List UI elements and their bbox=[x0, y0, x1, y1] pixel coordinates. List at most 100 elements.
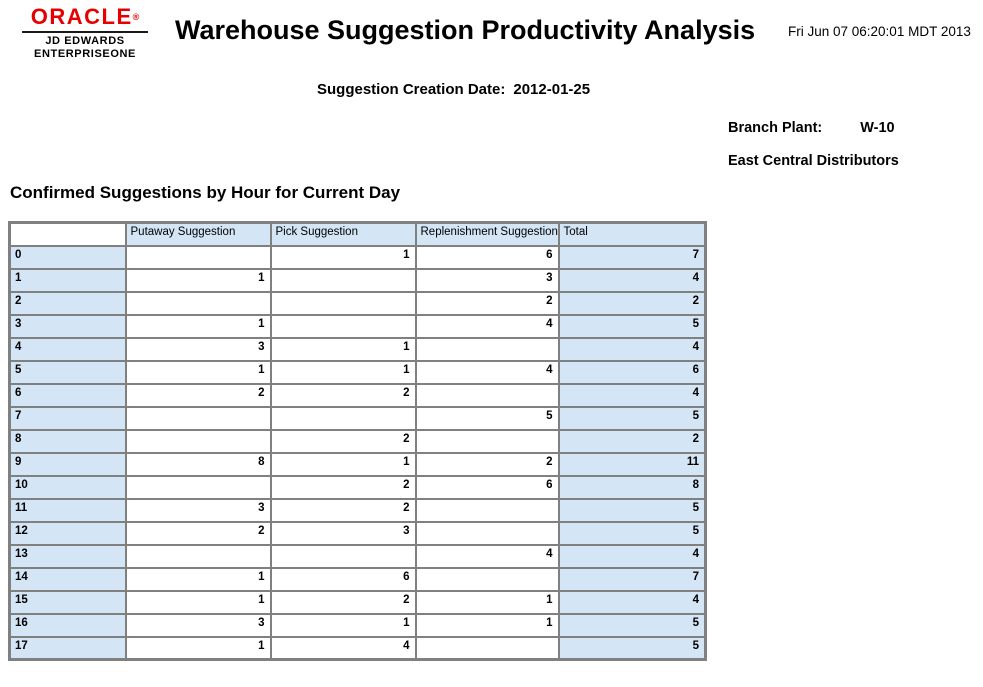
pick-cell: 6 bbox=[269, 566, 417, 592]
replenishment-cell: 2 bbox=[414, 451, 560, 477]
header-putaway-suggestion: Putaway Suggestion bbox=[124, 221, 272, 247]
pick-cell: 1 bbox=[269, 612, 417, 638]
replenishment-cell: 1 bbox=[414, 612, 560, 638]
pick-cell: 1 bbox=[269, 336, 417, 362]
total-cell: 5 bbox=[557, 635, 707, 661]
total-cell: 4 bbox=[557, 589, 707, 615]
putaway-cell bbox=[124, 290, 272, 316]
pick-cell: 1 bbox=[269, 244, 417, 270]
pick-cell: 2 bbox=[269, 474, 417, 500]
replenishment-cell: 2 bbox=[414, 290, 560, 316]
replenishment-cell bbox=[414, 566, 560, 592]
replenishment-cell: 3 bbox=[414, 267, 560, 293]
replenishment-cell: 4 bbox=[414, 359, 560, 385]
section-title: Confirmed Suggestions by Hour for Curren… bbox=[10, 183, 401, 202]
total-cell: 7 bbox=[557, 244, 707, 270]
replenishment-cell bbox=[414, 336, 560, 362]
pick-cell: 2 bbox=[269, 589, 417, 615]
putaway-cell: 2 bbox=[124, 520, 272, 546]
hour-cell: 7 bbox=[8, 405, 127, 431]
total-cell: 5 bbox=[557, 497, 707, 523]
putaway-cell bbox=[124, 543, 272, 569]
total-cell: 4 bbox=[557, 336, 707, 362]
putaway-cell bbox=[124, 428, 272, 454]
putaway-cell: 2 bbox=[124, 382, 272, 408]
putaway-cell: 1 bbox=[124, 589, 272, 615]
hour-cell: 8 bbox=[8, 428, 127, 454]
replenishment-cell: 1 bbox=[414, 589, 560, 615]
replenishment-cell bbox=[414, 497, 560, 523]
putaway-cell: 1 bbox=[124, 359, 272, 385]
putaway-cell: 1 bbox=[124, 313, 272, 339]
putaway-cell: 3 bbox=[124, 612, 272, 638]
putaway-cell: 3 bbox=[124, 336, 272, 362]
hour-cell: 1 bbox=[8, 267, 127, 293]
table-row: 10 2 6 8 bbox=[8, 474, 707, 500]
table-row: 5 1 1 4 6 bbox=[8, 359, 707, 385]
table-row: 1 1 3 4 bbox=[8, 267, 707, 293]
pick-cell bbox=[269, 543, 417, 569]
branch-plant-name: East Central Distributors bbox=[728, 153, 899, 169]
total-cell: 2 bbox=[557, 428, 707, 454]
replenishment-cell bbox=[414, 428, 560, 454]
replenishment-cell bbox=[414, 520, 560, 546]
pick-cell: 3 bbox=[269, 520, 417, 546]
pick-cell: 2 bbox=[269, 428, 417, 454]
table-row: 16 3 1 1 5 bbox=[8, 612, 707, 638]
logo-jd-edwards: JD EDWARDS bbox=[45, 35, 125, 47]
hour-cell: 2 bbox=[8, 290, 127, 316]
pick-cell: 2 bbox=[269, 497, 417, 523]
replenishment-cell: 4 bbox=[414, 543, 560, 569]
total-cell: 8 bbox=[557, 474, 707, 500]
header-replenishment-suggestion: Replenishment Suggestion bbox=[414, 221, 560, 247]
replenishment-cell: 4 bbox=[414, 313, 560, 339]
total-cell: 4 bbox=[557, 382, 707, 408]
total-cell: 2 bbox=[557, 290, 707, 316]
table-row: 2 2 2 bbox=[8, 290, 707, 316]
total-cell: 7 bbox=[557, 566, 707, 592]
hour-cell: 11 bbox=[8, 497, 127, 523]
table-body: 0 1 6 7 1 1 3 4 2 2 2 3 1 4 5 4 3 1 bbox=[8, 244, 707, 661]
putaway-cell bbox=[124, 405, 272, 431]
branch-plant: Branch Plant: W-10 bbox=[728, 120, 895, 136]
table-row: 4 3 1 4 bbox=[8, 336, 707, 362]
hour-cell: 16 bbox=[8, 612, 127, 638]
table-row: 6 2 2 4 bbox=[8, 382, 707, 408]
oracle-brand-text: ORACLE bbox=[30, 4, 133, 29]
pick-cell bbox=[269, 405, 417, 431]
table-row: 8 2 2 bbox=[8, 428, 707, 454]
hour-cell: 17 bbox=[8, 635, 127, 661]
suggestions-by-hour-table: Putaway Suggestion Pick Suggestion Reple… bbox=[8, 221, 707, 661]
oracle-wordmark: ORACLE® bbox=[20, 4, 150, 30]
total-cell: 4 bbox=[557, 543, 707, 569]
pick-cell: 2 bbox=[269, 382, 417, 408]
hour-cell: 14 bbox=[8, 566, 127, 592]
total-cell: 6 bbox=[557, 359, 707, 385]
total-cell: 5 bbox=[557, 313, 707, 339]
table-row: 15 1 2 1 4 bbox=[8, 589, 707, 615]
pick-cell: 4 bbox=[269, 635, 417, 661]
page-title: Warehouse Suggestion Productivity Analys… bbox=[175, 15, 756, 45]
table-row: 12 2 3 5 bbox=[8, 520, 707, 546]
hour-cell: 3 bbox=[8, 313, 127, 339]
creation-date-value: 2012-01-25 bbox=[513, 81, 591, 98]
header-hour bbox=[8, 221, 127, 247]
pick-cell bbox=[269, 290, 417, 316]
total-cell: 5 bbox=[557, 520, 707, 546]
pick-cell: 1 bbox=[269, 359, 417, 385]
report-timestamp: Fri Jun 07 06:20:01 MDT 2013 bbox=[788, 24, 971, 39]
hour-cell: 12 bbox=[8, 520, 127, 546]
registered-trademark-icon: ® bbox=[132, 12, 140, 22]
putaway-cell bbox=[124, 474, 272, 500]
total-cell: 11 bbox=[557, 451, 707, 477]
table-row: 9 8 1 2 11 bbox=[8, 451, 707, 477]
table-row: 17 1 4 5 bbox=[8, 635, 707, 661]
hour-cell: 0 bbox=[8, 244, 127, 270]
branch-plant-value: W-10 bbox=[860, 120, 895, 136]
logo-divider bbox=[22, 31, 148, 33]
replenishment-cell: 6 bbox=[414, 474, 560, 500]
hour-cell: 5 bbox=[8, 359, 127, 385]
table-row: 0 1 6 7 bbox=[8, 244, 707, 270]
pick-cell: 1 bbox=[269, 451, 417, 477]
